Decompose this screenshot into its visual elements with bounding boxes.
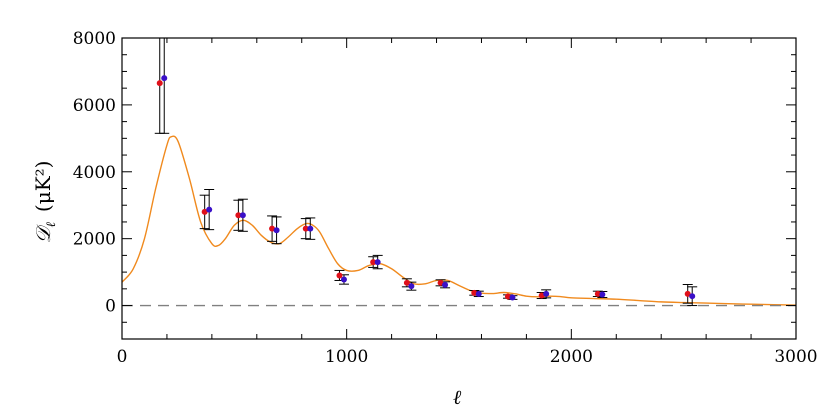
data-point-layer [156,75,696,301]
data-point [156,80,163,87]
y-tick-label: 6000 [73,96,116,116]
x-ticks-layer: 0 1000 2000 3000 [117,38,818,367]
y-tick-label: 4000 [73,163,116,183]
data-point [594,290,601,297]
data-point [599,291,606,298]
data-point [684,290,691,297]
data-point [403,279,410,286]
x-tick-label: 2000 [550,347,593,367]
data-point [408,283,415,290]
data-point [475,290,482,297]
plot-frame-layer [121,37,797,340]
data-point [235,212,242,219]
x-axis-title: ℓ [453,385,462,409]
y-ticks-layer: 0 2000 4000 6000 8000 [73,29,796,340]
y-axis-title: 𝒟ℓ (μK²) [31,161,59,244]
y-tick-label: 8000 [73,29,116,49]
model-curve [121,135,797,306]
model-curve-layer [121,135,797,306]
data-point [239,212,246,219]
data-point [437,279,444,286]
y-axis-subscript: ℓ [44,222,59,228]
data-point [273,227,280,234]
data-point [543,290,550,297]
data-point [307,225,314,232]
data-point [509,294,516,301]
data-point [504,293,511,300]
x-tick-label: 1000 [325,347,368,367]
x-tick-label: 3000 [774,347,817,367]
data-point [689,293,696,300]
data-point [161,75,168,82]
data-point [206,206,213,213]
data-point [201,208,208,215]
data-point [471,289,478,296]
data-point [336,272,343,279]
y-tick-label: 2000 [73,230,116,250]
y-axis-units: (μK²) [31,161,55,213]
data-point [370,259,377,266]
y-axis-symbol: 𝒟 [31,223,55,243]
data-point [374,259,381,266]
y-tick-label: 0 [105,297,116,317]
data-point [302,225,309,232]
plot-frame [121,37,797,340]
x-tick-label: 0 [117,347,128,367]
data-point [340,276,347,283]
error-bar-layer [154,38,698,307]
data-point [442,281,449,288]
